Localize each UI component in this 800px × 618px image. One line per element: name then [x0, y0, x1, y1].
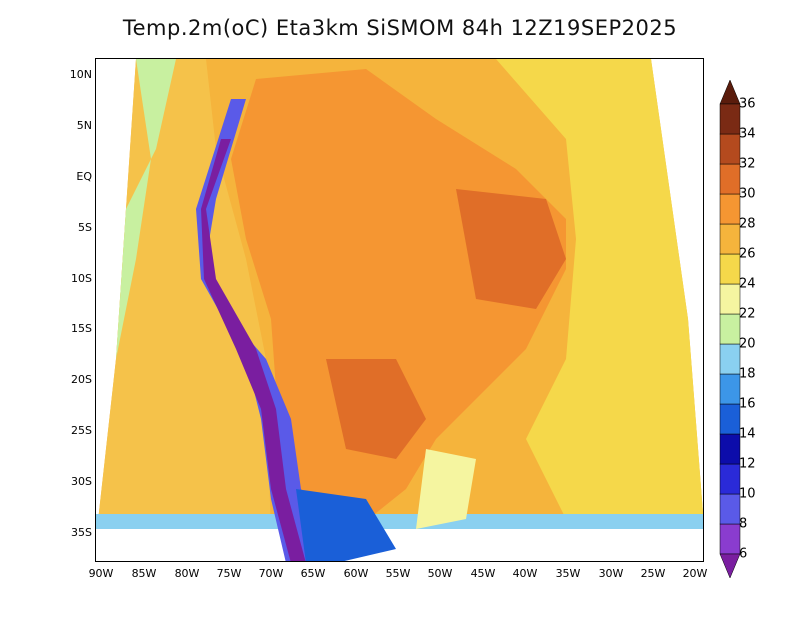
lon-label-55w: 55W — [385, 567, 411, 580]
colorbar-bin — [719, 343, 741, 375]
colorbar-bin — [719, 433, 741, 465]
andes-core — [201, 139, 306, 561]
lon-label-50w: 50W — [427, 567, 453, 580]
lon-label-65w: 65W — [300, 567, 326, 580]
lon-label-45w: 45W — [470, 567, 496, 580]
colorbar-label: 12 — [739, 456, 756, 472]
lat-label-5n: 5N — [76, 119, 92, 132]
colorbar-bin — [719, 313, 741, 345]
lat-label-20s: 20S — [71, 373, 92, 386]
colorbar-bin — [719, 463, 741, 495]
pacific-area — [96, 59, 271, 539]
lon-label-30w: 30W — [598, 567, 624, 580]
lat-label-35s: 35S — [71, 526, 92, 539]
colorbar-label: 14 — [739, 426, 756, 442]
lon-label-20w: 20W — [682, 567, 708, 580]
pacific-cool-edge — [116, 59, 176, 359]
colorbar-label: 16 — [739, 396, 756, 412]
lat-label-10n: 10N — [69, 68, 92, 81]
lon-label-60w: 60W — [343, 567, 369, 580]
map-frame — [95, 58, 704, 562]
lon-label-40w: 40W — [512, 567, 538, 580]
colorbar-top-triangle — [719, 80, 741, 105]
lon-label-90w: 90W — [88, 567, 114, 580]
lon-label-85w: 85W — [131, 567, 157, 580]
colorbar-bin — [719, 373, 741, 405]
colorbar-bin — [719, 133, 741, 165]
colorbar-bin — [719, 253, 741, 285]
lon-label-70w: 70W — [258, 567, 284, 580]
map-title: Temp.2m(oC) Eta3km SiSMOM 84h 12Z19SEP20… — [122, 16, 678, 40]
colorbar-bin — [719, 523, 741, 555]
colorbar-bin — [719, 193, 741, 225]
colorbar — [719, 80, 741, 578]
lon-label-35w: 35W — [555, 567, 581, 580]
colorbar-bin — [719, 403, 741, 435]
colorbar-label: 22 — [739, 306, 756, 322]
lat-label-eq: EQ — [76, 170, 92, 183]
lat-label-25s: 25S — [71, 424, 92, 437]
lon-label-80w: 80W — [174, 567, 200, 580]
south-atlantic-light — [416, 449, 476, 529]
colorbar-bin — [719, 283, 741, 315]
lat-label-5s: 5S — [78, 221, 92, 234]
colorbar-label: 20 — [739, 336, 756, 352]
land-warm — [231, 69, 566, 549]
land-hot-core — [326, 359, 426, 459]
colorbar-label: 24 — [739, 276, 756, 292]
temperature-map — [96, 59, 703, 561]
colorbar-label: 32 — [739, 156, 756, 172]
colorbar-label: 30 — [739, 186, 756, 202]
colorbar-bin — [719, 223, 741, 255]
colorbar-label: 36 — [739, 96, 756, 112]
colorbar-label: 18 — [739, 366, 756, 382]
colorbar-bin — [719, 163, 741, 195]
colorbar-label: 6 — [739, 546, 748, 562]
ocean-warm-area — [496, 59, 703, 539]
colorbar-label: 8 — [739, 516, 748, 532]
colorbar-label: 10 — [739, 486, 756, 502]
south-cool-band2 — [96, 529, 703, 561]
colorbar-label: 26 — [739, 246, 756, 262]
lat-label-15s: 15S — [71, 322, 92, 335]
colorbar-label: 34 — [739, 126, 756, 142]
colorbar-label: 28 — [739, 216, 756, 232]
colorbar-bin — [719, 103, 741, 135]
northeast-hot — [456, 189, 566, 309]
lat-label-10s: 10S — [71, 272, 92, 285]
lat-label-30s: 30S — [71, 475, 92, 488]
lon-label-75w: 75W — [216, 567, 242, 580]
lon-label-25w: 25W — [640, 567, 666, 580]
colorbar-bottom-triangle — [719, 553, 741, 578]
colorbar-bin — [719, 493, 741, 525]
patagonia-cool — [296, 489, 396, 561]
